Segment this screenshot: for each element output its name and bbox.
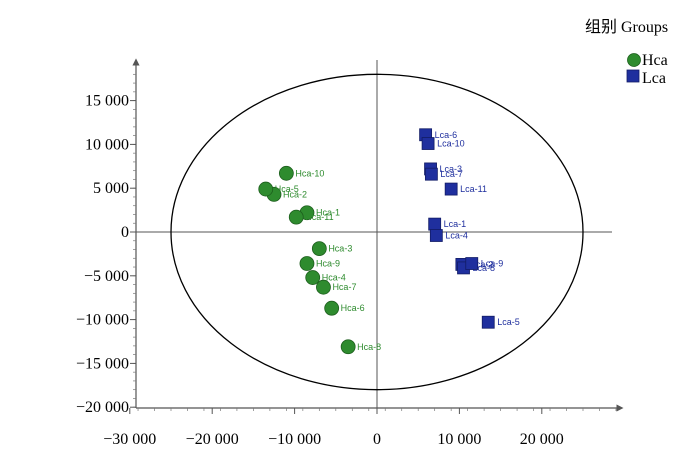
point-label-hca-3: Hca-3 [328,244,352,254]
point-label-lca-4: Lca-4 [445,231,468,241]
point-label-lca-10: Lca-10 [437,139,465,149]
point-label-lca-11: Lca-11 [460,184,487,194]
y-tick-label: 10 000 [85,136,129,153]
legend: 组别 Groups Hca Lca [585,18,668,87]
point-lca-5 [481,315,495,329]
x-tick-label: 20 000 [520,431,564,448]
point-lca-7 [424,167,438,181]
x-tick-label: −10 000 [268,431,321,448]
point-label-hca-1: Hca-1 [316,208,340,218]
point-hca-10 [278,165,294,181]
y-tick-label: 0 [121,224,129,241]
series-hca: Hca-1 Hca-2 Hca-3 Hca-4 Hca-5 Hca-6 Hca-7 Hca-8… [258,165,381,355]
point-hca-6 [324,300,340,316]
x-tick-label: −30 000 [103,431,156,448]
point-hca-8 [340,339,356,355]
point-label-hca-6: Hca-6 [341,303,365,313]
point-lca-1 [428,217,442,231]
legend-title: 组别 Groups [585,18,668,36]
point-label-lca-8: Lca-8 [473,263,496,273]
point-label-lca-3: Lca-3 [440,164,463,174]
point-label-hca-9: Hca-9 [316,259,340,269]
point-label-hca-8: Hca-8 [357,342,381,352]
point-label-hca-2: Hca-2 [283,189,307,199]
x-axis-ticks: −30 000 −20 000 −10 000 0 10 000 20 000 [103,408,564,448]
legend-label-hca: Hca [642,52,668,69]
y-tick-label: 15 000 [85,93,129,110]
series-lca: Lca-1 Lca-2 Lca-3 Lca-4 Lca-5 Lca-6 Lca-7 Lca-8… [419,128,520,329]
y-tick-label: 5 000 [93,180,129,197]
y-tick-label: −10 000 [76,312,129,329]
x-tick-label: 10 000 [437,431,481,448]
x-tick-label: −20 000 [186,431,239,448]
point-label-hca-11: Hca-11 [305,212,333,222]
point-hca-9 [299,256,315,271]
point-hca-7 [316,279,331,295]
point-label-lca-1: Lca-1 [444,219,467,229]
point-label-hca-7: Hca-7 [332,282,356,292]
point-label-lca-7: Lca-7 [440,169,463,179]
x-tick-label: 0 [373,431,381,448]
y-tick-label: −15 000 [76,355,129,372]
point-label-hca-10: Hca-10 [295,168,324,178]
point-hca-4 [305,270,321,285]
y-axis-ticks: 15 000 10 000 5 000 0 −5 000 −10 000 −15 000 −2… [76,93,136,416]
data-points: Hca-1 Hca-2 Hca-3 Hca-4 Hca-5 Hca-6 Hca-7 Hca-8… [258,128,520,355]
y-tick-label: −20 000 [76,399,129,416]
point-label-lca-6: Lca-6 [435,130,458,140]
point-hca-5 [258,181,274,197]
point-hca-3 [311,241,327,257]
point-label-lca-9: Lca-9 [481,259,504,269]
point-label-hca-5: Hca-5 [275,184,299,194]
point-label-lca-2: Lca-2 [471,259,494,269]
y-tick-label: −5 000 [84,268,129,285]
point-lca-9 [465,257,479,270]
point-lca-4 [429,229,443,242]
legend-label-lca: Lca [642,70,666,87]
legend-marker-hca [627,53,641,67]
point-hca-11 [288,209,304,225]
point-lca-11 [444,182,458,196]
legend-marker-lca [626,69,640,83]
minor-ticks [133,73,617,411]
point-lca-10 [421,137,435,150]
point-label-lca-5: Lca-5 [497,317,520,327]
confidence-ellipse [170,73,584,391]
point-label-hca-4: Hca-4 [322,273,346,283]
